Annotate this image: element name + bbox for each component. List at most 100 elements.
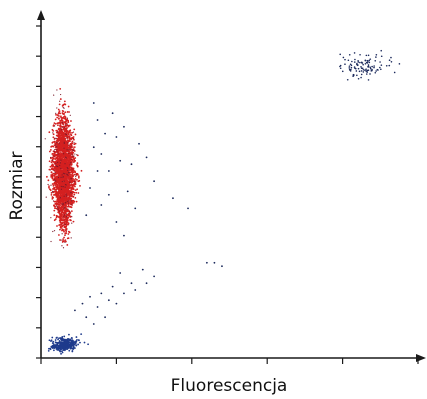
red-data-point — [57, 208, 59, 210]
navy-data-point — [77, 339, 80, 341]
red-data-point — [68, 215, 71, 217]
red-data-point — [52, 132, 54, 134]
red-data-point — [53, 150, 56, 152]
red-data-point — [60, 185, 62, 188]
sparse-data-point — [130, 282, 133, 285]
red-data-point — [76, 165, 79, 168]
red-data-point — [48, 131, 51, 134]
red-data-point — [66, 166, 68, 169]
red-data-point — [67, 125, 70, 128]
red-data-point — [61, 164, 63, 167]
red-data-point — [52, 136, 55, 139]
red-data-point — [64, 234, 66, 237]
red-data-point — [54, 171, 56, 174]
high-fluorescence-point — [354, 67, 357, 70]
red-data-point — [62, 104, 65, 106]
red-data-point — [66, 188, 69, 191]
navy-data-point — [62, 349, 65, 352]
red-data-point — [66, 179, 69, 182]
red-data-point — [59, 217, 62, 220]
red-data-point — [64, 223, 66, 226]
red-data-point — [60, 152, 63, 155]
red-data-point — [65, 125, 67, 128]
red-data-point — [63, 115, 65, 118]
red-data-point — [58, 115, 60, 117]
navy-data-point — [51, 336, 54, 339]
red-data-point — [60, 139, 62, 142]
red-data-point — [76, 172, 79, 175]
navy-data-point — [61, 350, 63, 353]
red-data-point — [56, 225, 58, 227]
red-data-point — [49, 148, 52, 151]
navy-data-point — [60, 348, 63, 350]
red-data-point — [65, 180, 67, 183]
red-data-point — [67, 168, 69, 170]
red-data-point — [66, 203, 69, 205]
red-data-point — [56, 114, 59, 116]
high-fluorescence-point — [367, 79, 370, 81]
sparse-data-point — [115, 302, 118, 305]
red-data-point — [51, 166, 54, 168]
red-data-point — [64, 212, 67, 215]
high-fluorescence-point — [366, 69, 369, 72]
red-data-point — [58, 117, 60, 120]
red-data-point — [53, 151, 56, 154]
navy-data-point — [71, 347, 74, 350]
red-data-point — [67, 205, 70, 208]
red-data-point — [72, 155, 74, 157]
navy-data-point — [58, 344, 61, 347]
red-data-point — [64, 156, 67, 158]
red-data-point — [60, 206, 63, 209]
red-data-point — [73, 155, 75, 157]
red-data-point — [57, 176, 60, 179]
navy-data-point — [55, 337, 58, 339]
red-data-point — [59, 204, 61, 207]
red-data-point — [72, 151, 75, 154]
red-data-point — [62, 178, 64, 181]
high-fluorescence-point — [385, 64, 388, 67]
red-data-point — [58, 129, 61, 131]
red-data-point — [71, 186, 74, 189]
red-data-point — [65, 171, 68, 174]
red-data-point — [65, 141, 68, 143]
red-data-point — [61, 233, 63, 235]
red-data-point — [59, 147, 62, 150]
red-data-point — [61, 112, 64, 114]
red-data-point — [52, 133, 55, 136]
red-data-point — [55, 177, 58, 179]
axes — [36, 10, 426, 364]
red-data-point — [67, 177, 70, 179]
high-fluorescence-point — [348, 67, 351, 69]
red-data-point — [62, 219, 65, 222]
red-data-point — [54, 137, 56, 139]
red-data-point — [76, 188, 79, 191]
red-data-point — [57, 173, 60, 176]
red-data-point — [55, 185, 57, 188]
red-data-point — [61, 141, 64, 144]
sparse-data-point — [111, 112, 114, 115]
navy-data-point — [57, 338, 59, 341]
red-data-point — [64, 124, 67, 126]
red-data-point — [59, 202, 62, 205]
sparse-data-point — [119, 272, 122, 274]
red-data-point — [70, 237, 72, 239]
red-data-point — [56, 159, 59, 162]
sparse-data-point — [138, 142, 140, 145]
navy-data-point — [47, 350, 50, 352]
red-data-point — [69, 178, 71, 181]
red-data-point — [70, 192, 72, 194]
high-fluorescence-point — [359, 53, 361, 56]
red-data-point — [55, 113, 57, 116]
red-data-point — [56, 199, 59, 201]
red-data-point — [55, 153, 58, 156]
high-fluorescence-point — [360, 66, 362, 68]
red-data-point — [63, 221, 66, 224]
red-data-point — [70, 183, 73, 186]
red-data-point — [59, 173, 62, 176]
red-data-point — [71, 142, 74, 145]
navy-data-point — [53, 349, 55, 352]
high-fluorescence-point — [339, 65, 341, 68]
high-fluorescence-point — [347, 59, 350, 62]
red-data-point — [63, 164, 66, 167]
